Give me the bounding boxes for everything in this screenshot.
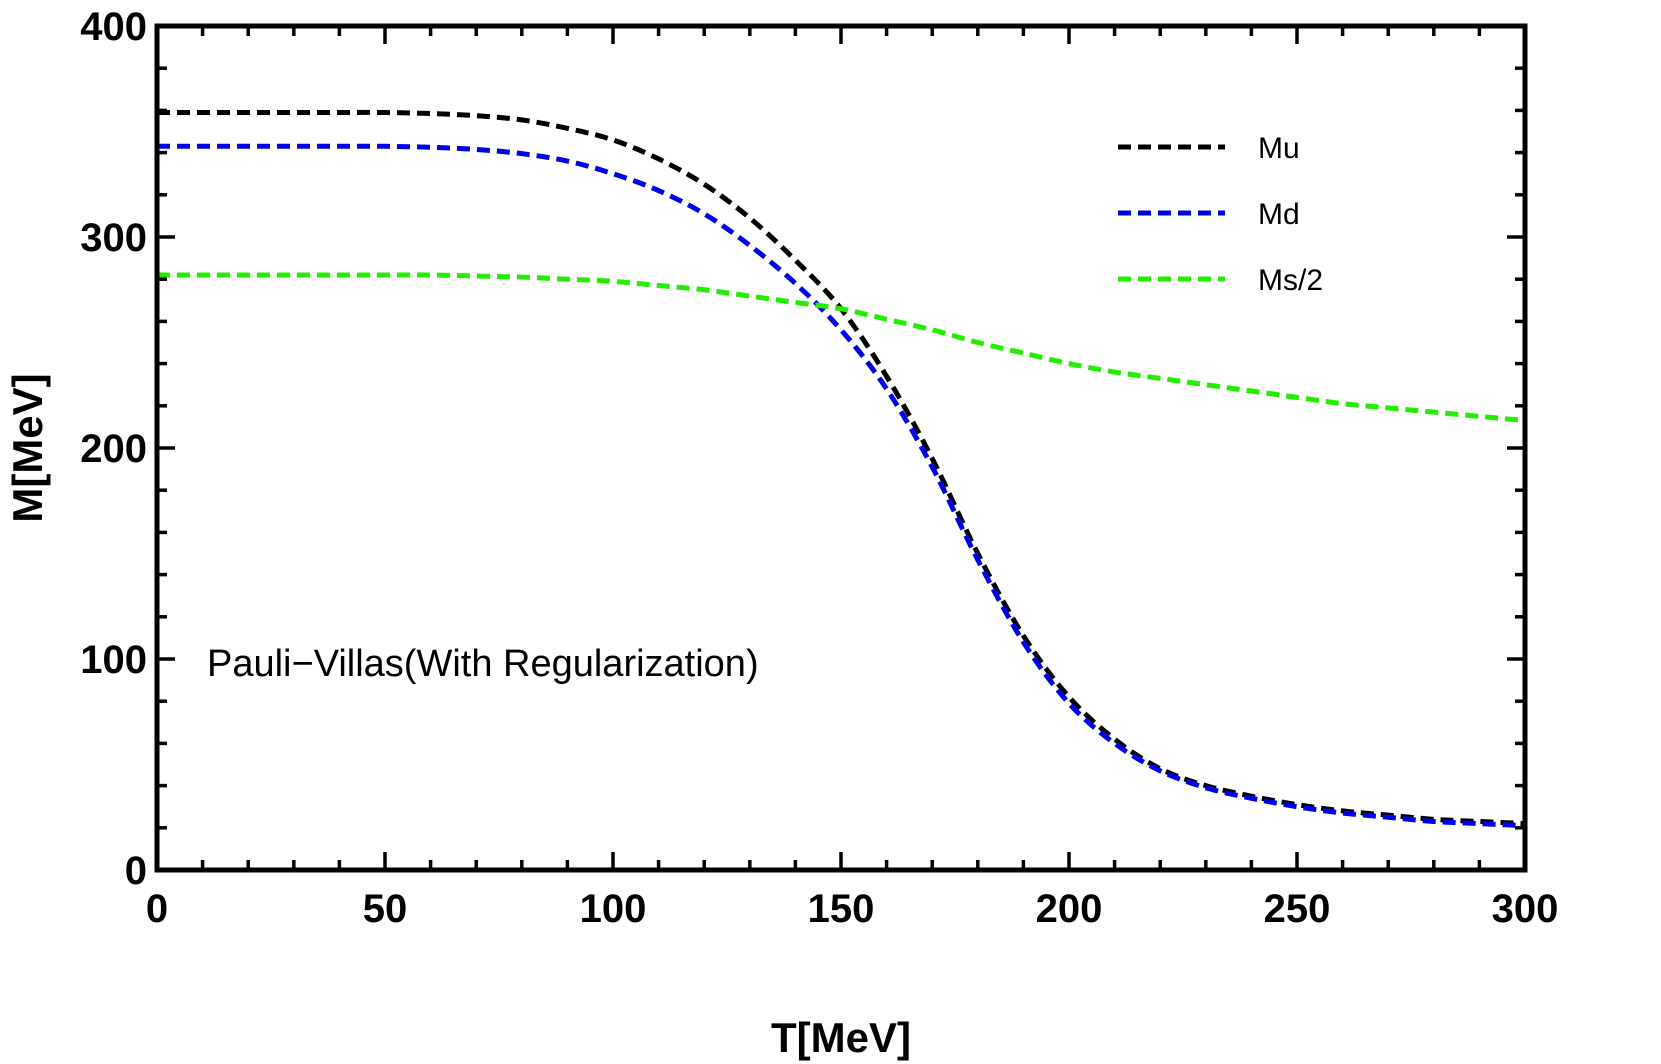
axis-ticks — [155, 24, 1527, 872]
x-tick-label: 50 — [363, 887, 408, 931]
plot-frame — [154, 23, 1528, 873]
legend-label: Mu — [1258, 132, 1300, 165]
series-line-ms-2 — [156, 272, 1526, 424]
x-tick-label: 300 — [1492, 887, 1559, 931]
x-axis-label: T[MeV] — [771, 1014, 911, 1061]
series-line-md — [157, 143, 1526, 829]
x-tick-label: 200 — [1036, 887, 1103, 931]
annotation-text: Pauli−Villas(With Regularization) — [207, 643, 759, 685]
legend: Mu Md Ms/2 — [1118, 132, 1323, 297]
legend-label: Ms/2 — [1258, 264, 1323, 297]
series-line-mu — [157, 109, 1526, 827]
x-tick-label: 0 — [146, 887, 168, 931]
y-axis-label: M[MeV] — [4, 373, 51, 522]
tick-labels: 0 50 100 150 200 250 300 0 100 200 300 400 — [80, 5, 1558, 931]
y-tick-label: 400 — [80, 5, 147, 49]
y-tick-label: 200 — [80, 427, 147, 471]
series-lines — [156, 109, 1526, 829]
x-tick-label: 250 — [1264, 887, 1331, 931]
x-tick-label: 100 — [580, 887, 647, 931]
y-tick-label: 0 — [125, 849, 147, 893]
legend-label: Md — [1258, 198, 1300, 231]
y-tick-label: 100 — [80, 638, 147, 682]
x-tick-label: 150 — [808, 887, 875, 931]
y-tick-label: 300 — [80, 216, 147, 260]
